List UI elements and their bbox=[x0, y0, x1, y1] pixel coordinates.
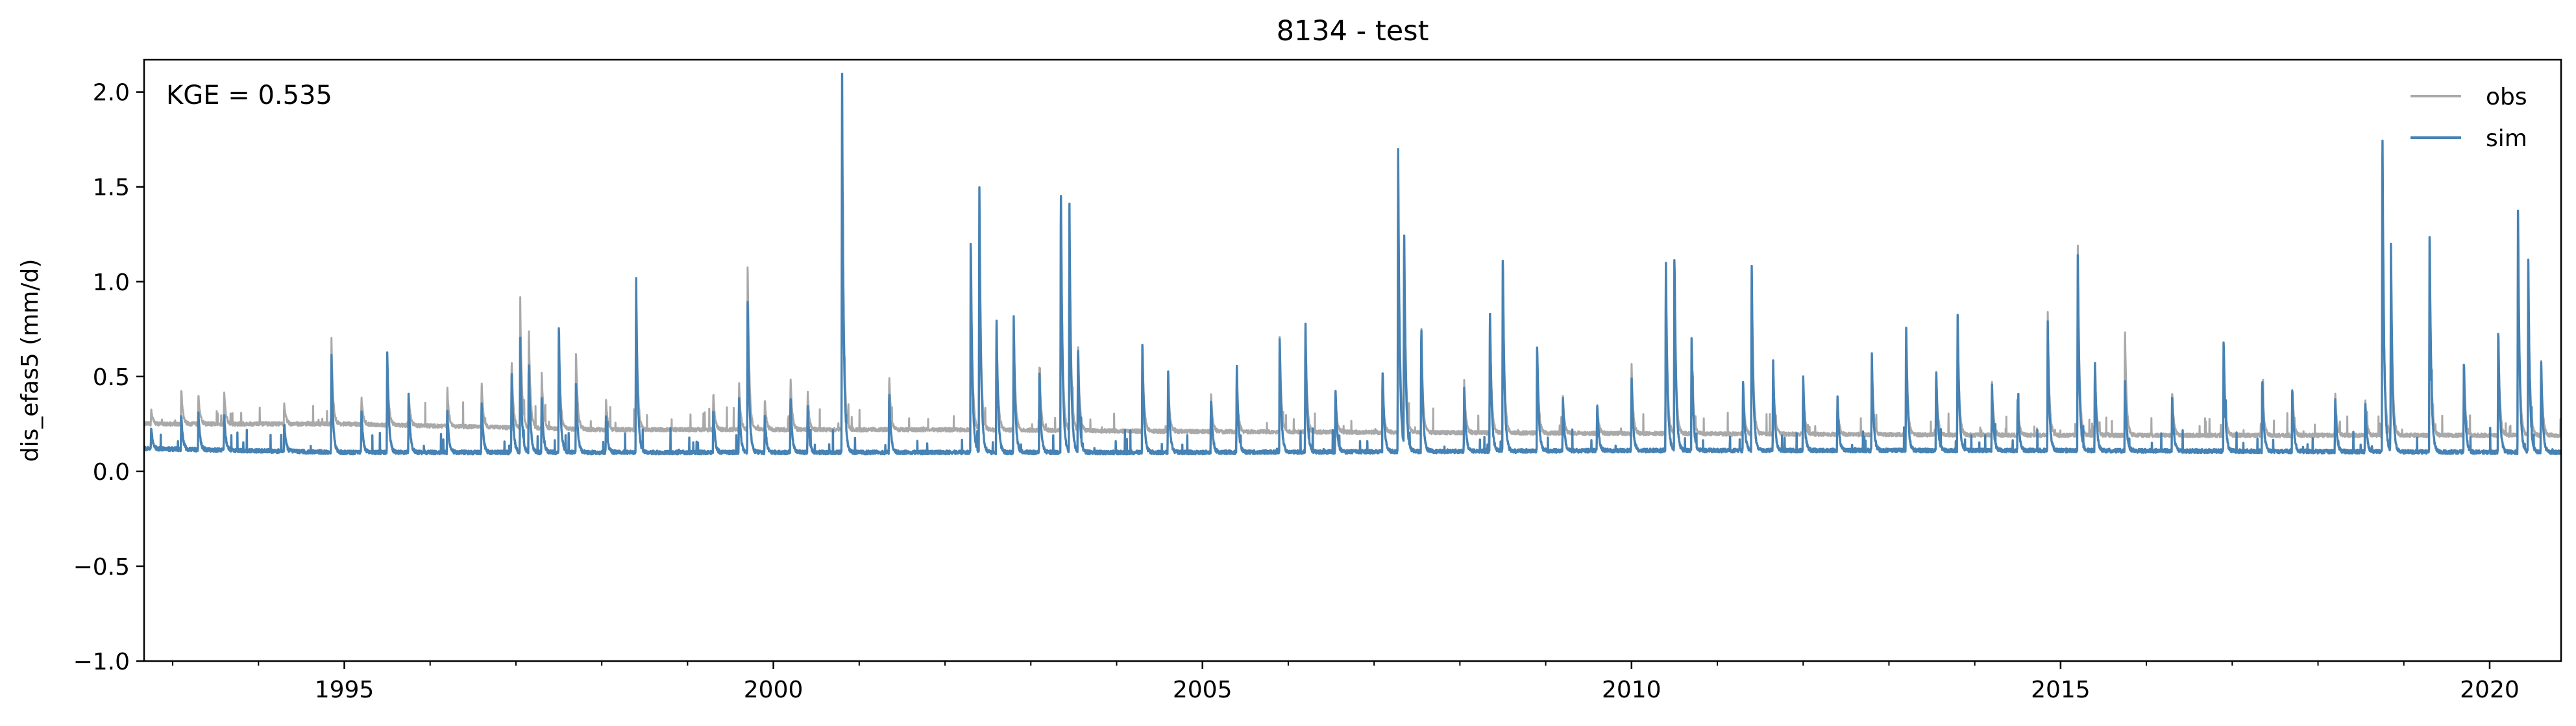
x-tick-label: 2015 bbox=[2031, 677, 2091, 703]
y-tick-label: 0.0 bbox=[93, 459, 130, 486]
series-layer bbox=[144, 72, 2561, 456]
x-axis: 1995 2000 2005 2010 2015 2020 bbox=[172, 661, 2520, 703]
y-axis: −1.0 −0.5 0.0 0.5 1.0 1.5 2.0 bbox=[73, 80, 144, 675]
y-tick-label: −0.5 bbox=[73, 554, 130, 581]
obs-series-line bbox=[144, 99, 2561, 438]
sim-series-line bbox=[144, 72, 2561, 456]
y-tick-label: 1.0 bbox=[93, 269, 130, 296]
y-tick-label: 2.0 bbox=[93, 80, 130, 106]
legend-sim-label: sim bbox=[2486, 125, 2527, 152]
chart-title: 8134 - test bbox=[1277, 15, 1429, 47]
x-tick-label: 2020 bbox=[2460, 677, 2520, 703]
y-tick-label: −1.0 bbox=[73, 649, 130, 675]
y-axis-title: dis_efas5 (mm/d) bbox=[17, 259, 43, 462]
legend: obs sim bbox=[2410, 84, 2527, 152]
x-tick-label: 2005 bbox=[1173, 677, 1233, 703]
y-tick-label: 0.5 bbox=[93, 364, 130, 391]
y-tick-label: 1.5 bbox=[93, 175, 130, 201]
legend-obs-label: obs bbox=[2486, 84, 2527, 110]
x-tick-label: 2010 bbox=[1602, 677, 1662, 703]
x-tick-label: 1995 bbox=[315, 677, 374, 703]
kge-annotation: KGE = 0.535 bbox=[166, 81, 332, 110]
x-tick-label: 2000 bbox=[744, 677, 803, 703]
plot-frame bbox=[143, 58, 2562, 662]
